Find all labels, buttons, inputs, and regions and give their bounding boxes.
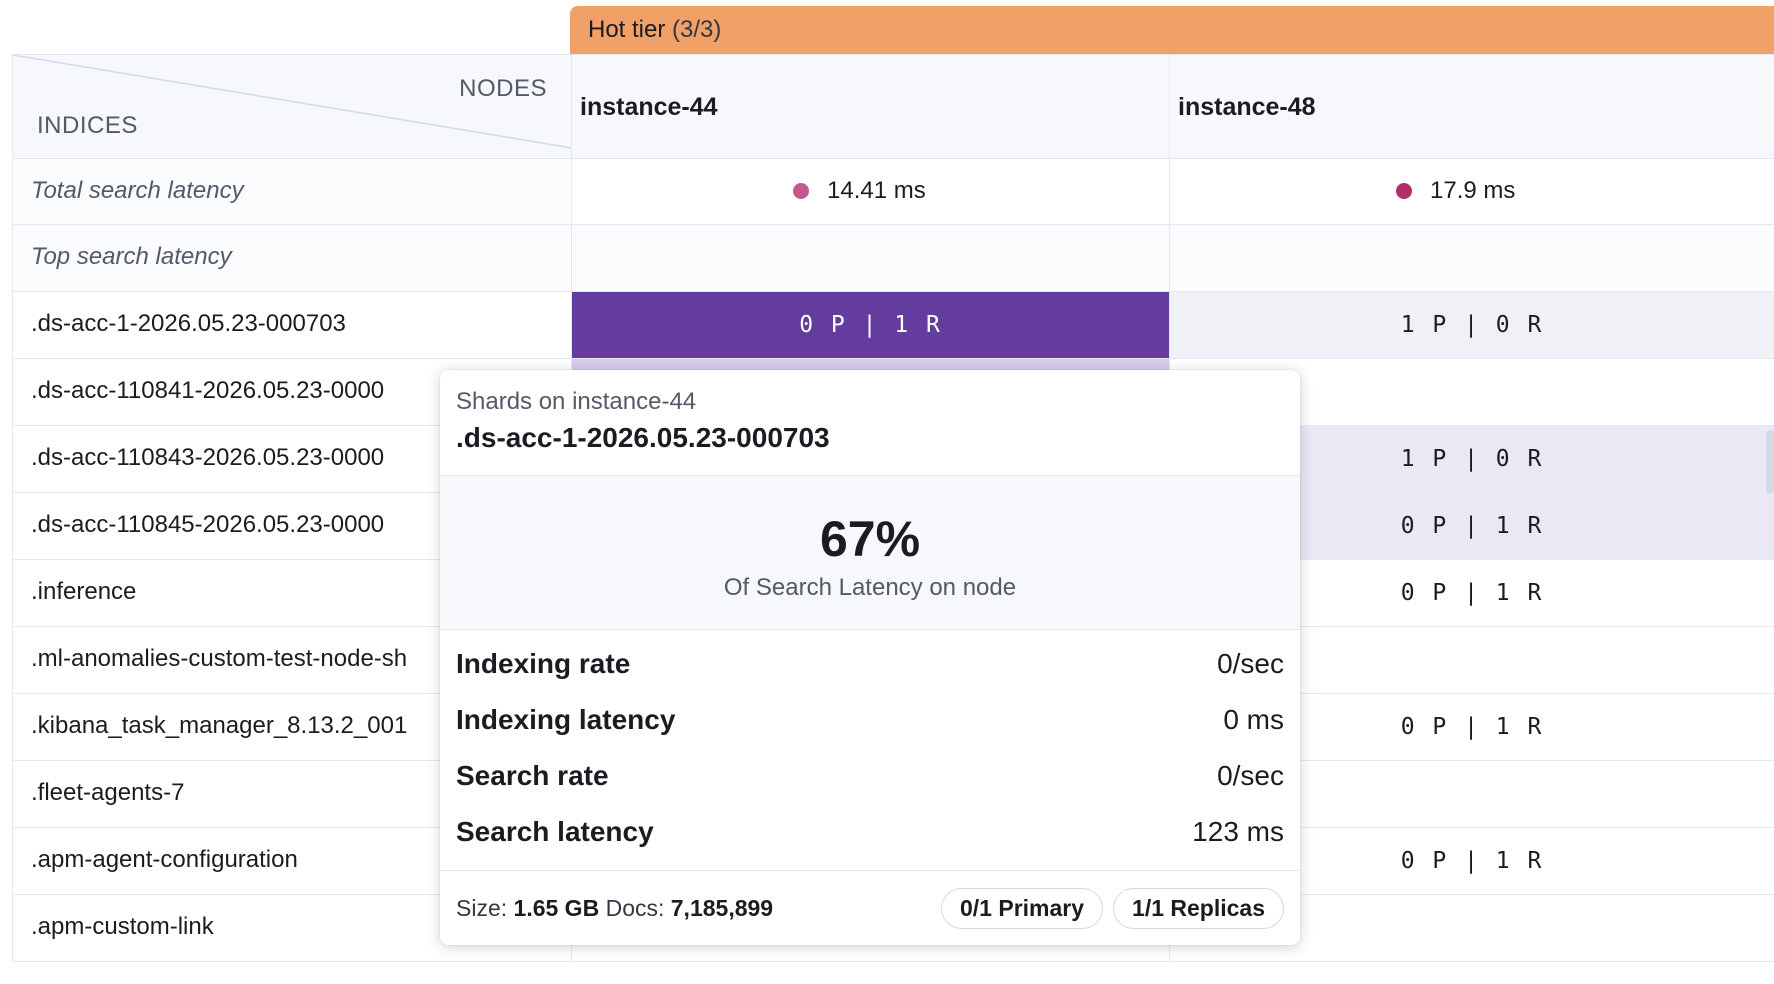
docs-value: 7,185,899	[670, 894, 774, 921]
shard-cell[interactable]: 0 P | 1 R	[1400, 848, 1544, 874]
tooltip-header: Shards on instance-44 .ds-acc-1-2026.05.…	[440, 370, 1300, 476]
tooltip-percent-panel: 67% Of Search Latency on node	[440, 476, 1300, 630]
index-name: .kibana_task_manager_8.13.2_001	[31, 712, 408, 739]
node-header-cell[interactable]: instance-44	[571, 55, 1169, 158]
metric-value: 17.9 ms	[1396, 177, 1515, 205]
replicas-badge: 1/1 Replicas	[1113, 887, 1284, 929]
latency-percent: 67%	[819, 511, 921, 567]
metric-value: 14.41 ms	[793, 177, 926, 205]
node-header-cell[interactable]: instance-48	[1169, 55, 1774, 158]
tooltip-metric-row: Indexing rate 0/sec	[456, 648, 1284, 679]
tier-count: (3/3)	[672, 16, 722, 43]
latency-dot-icon	[1396, 183, 1412, 199]
scrollbar-thumb[interactable]	[1766, 430, 1774, 494]
corner-header-cell: NODES INDICES	[12, 55, 571, 158]
index-name: .ml-anomalies-custom-test-node-sh	[31, 645, 408, 672]
index-name: .ds-acc-1-2026.05.23-000703	[31, 310, 346, 337]
metric-label: Top search latency	[31, 243, 232, 270]
tooltip-metric-row: Search rate 0/sec	[456, 760, 1284, 791]
tooltip-metric-row: Search latency 123 ms	[456, 816, 1284, 847]
tier-header: Hot tier (3/3)	[570, 6, 1774, 54]
index-name: .ds-acc-110841-2026.05.23-0000	[31, 377, 385, 404]
index-name: .inference	[31, 578, 137, 605]
node-name[interactable]: instance-44	[580, 93, 718, 121]
indices-axis-label: INDICES	[37, 112, 138, 139]
node-name[interactable]: instance-48	[1178, 93, 1316, 121]
grid-header-row: NODES INDICES instance-44 instance-48	[12, 54, 1774, 159]
shard-cell[interactable]: 1 P | 0 R	[1170, 292, 1774, 358]
size-value: 1.65 GB	[513, 894, 600, 921]
latency-percent-label: Of Search Latency on node	[723, 574, 1017, 601]
shard-tooltip: Shards on instance-44 .ds-acc-1-2026.05.…	[440, 370, 1300, 945]
tier-name: Hot tier	[588, 16, 666, 43]
index-name: .ds-acc-110845-2026.05.23-0000	[31, 511, 385, 538]
index-name: .apm-agent-configuration	[31, 846, 298, 873]
metric-row-total-search-latency: Total search latency 14.41 ms 17.9 ms	[12, 159, 1774, 225]
shard-cell[interactable]: 0 P | 1 R	[1400, 714, 1544, 740]
nodes-axis-label: NODES	[459, 75, 547, 102]
shard-badges: 0/1 Primary 1/1 Replicas	[941, 887, 1284, 929]
metric-row-top-search-latency: Top search latency	[12, 225, 1774, 292]
shard-cell[interactable]: 0 P | 1 R	[1400, 580, 1544, 606]
size-docs-summary: Size: 1.65 GB Docs: 7,185,899	[456, 894, 774, 921]
index-name: .ds-acc-110843-2026.05.23-0000	[31, 444, 385, 471]
tooltip-footer: Size: 1.65 GB Docs: 7,185,899 0/1 Primar…	[440, 871, 1300, 945]
index-row: .ds-acc-1-2026.05.23-000703 0 P | 1 R 1 …	[12, 292, 1774, 359]
index-name: .apm-custom-link	[31, 913, 214, 940]
primary-badge: 0/1 Primary	[941, 887, 1104, 929]
tooltip-subtitle: Shards on instance-44	[456, 388, 697, 415]
diagonal-divider	[13, 55, 571, 149]
shard-cell-selected[interactable]: 0 P | 1 R	[572, 292, 1169, 358]
tooltip-metrics: Indexing rate 0/sec Indexing latency 0 m…	[440, 630, 1300, 871]
metric-label: Total search latency	[31, 177, 244, 204]
tooltip-metric-row: Indexing latency 0 ms	[456, 704, 1284, 735]
latency-dot-icon	[793, 183, 809, 199]
index-name: .fleet-agents-7	[31, 779, 185, 806]
tooltip-title: .ds-acc-1-2026.05.23-000703	[456, 422, 830, 453]
